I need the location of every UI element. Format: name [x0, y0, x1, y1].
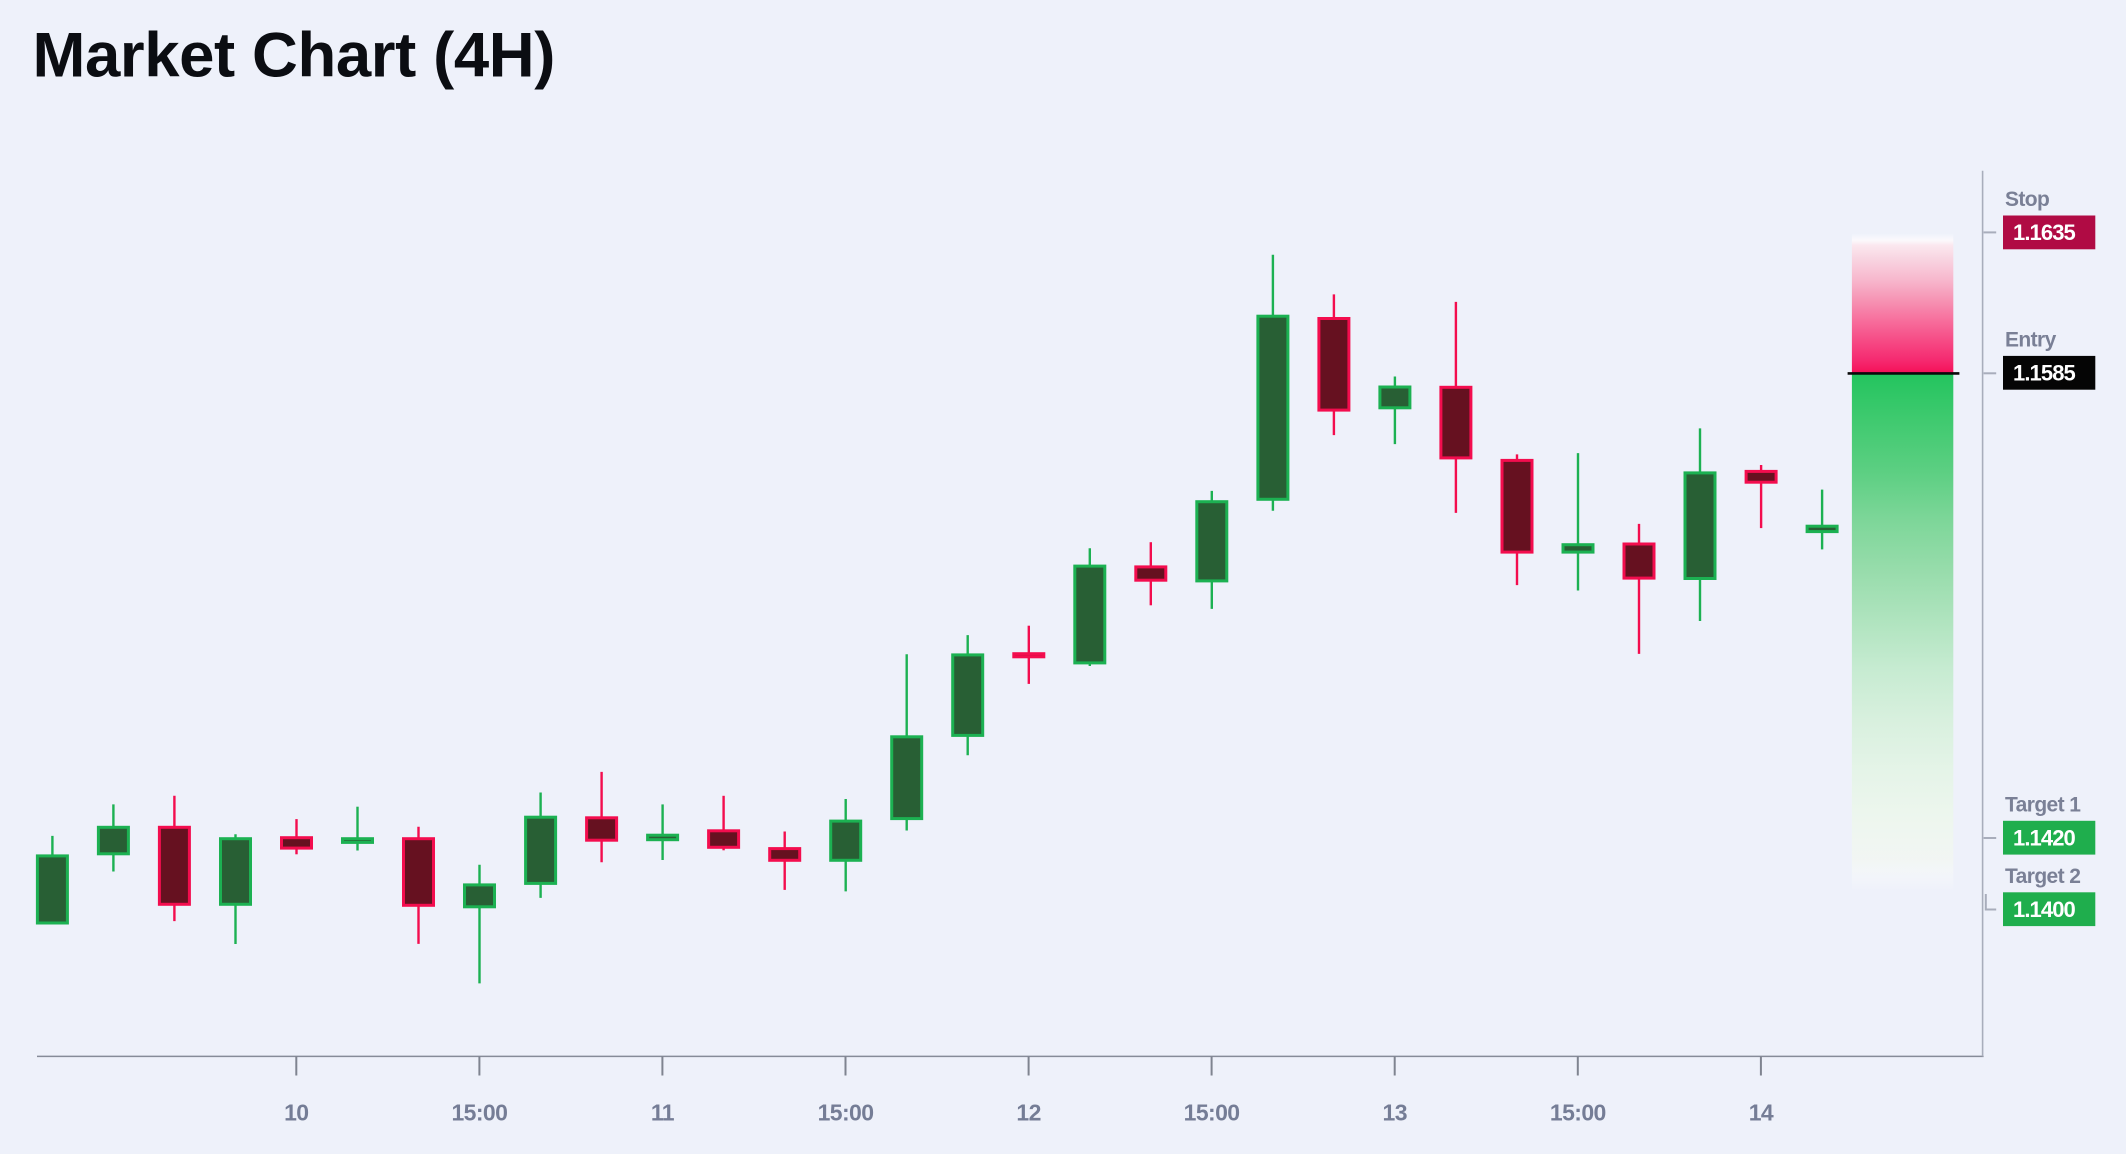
svg-text:1.1585: 1.1585 — [2013, 361, 2076, 386]
svg-text:12: 12 — [1016, 1100, 1040, 1126]
svg-text:13: 13 — [1383, 1100, 1407, 1126]
svg-text:10: 10 — [284, 1100, 308, 1126]
svg-text:1.1420: 1.1420 — [2013, 825, 2076, 850]
svg-text:15:00: 15:00 — [451, 1100, 507, 1126]
svg-text:1.1635: 1.1635 — [2013, 220, 2076, 245]
svg-text:15:00: 15:00 — [1550, 1100, 1606, 1126]
svg-text:15:00: 15:00 — [818, 1100, 874, 1126]
svg-text:11: 11 — [651, 1100, 675, 1126]
svg-text:Entry: Entry — [2005, 329, 2057, 352]
svg-text:14: 14 — [1749, 1100, 1774, 1126]
svg-text:15:00: 15:00 — [1184, 1100, 1240, 1126]
svg-text:Target 1: Target 1 — [2005, 794, 2081, 817]
svg-text:Stop: Stop — [2005, 188, 2049, 211]
svg-text:Target 2: Target 2 — [2005, 865, 2080, 888]
svg-text:Market Chart (4H): Market Chart (4H) — [33, 21, 555, 91]
svg-text:1.1400: 1.1400 — [2013, 897, 2076, 922]
